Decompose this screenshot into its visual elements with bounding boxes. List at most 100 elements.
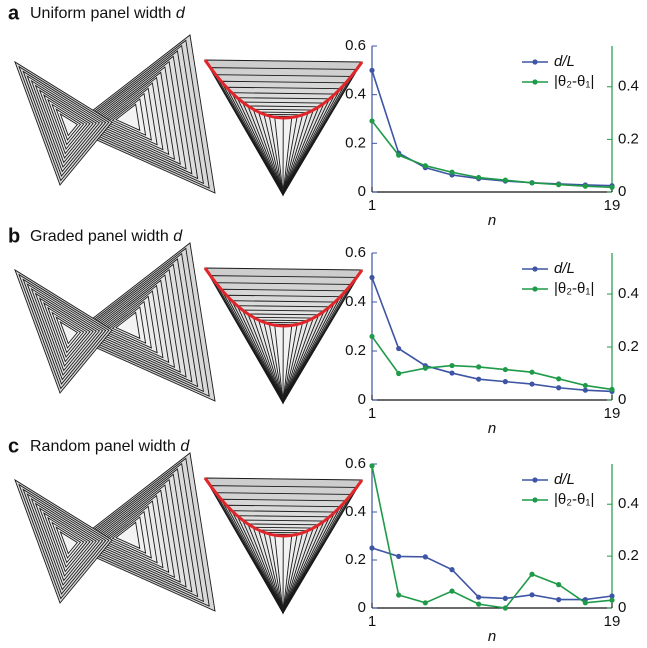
legend-label: d/L <box>554 53 575 70</box>
twisted-sheet <box>14 452 216 612</box>
y-tick-label: 0 <box>358 599 366 616</box>
sheet-panel <box>59 530 79 555</box>
data-point <box>476 174 482 181</box>
data-point <box>396 592 402 598</box>
data-point <box>582 387 588 393</box>
data-point <box>369 333 375 340</box>
legend-label: d/L <box>554 471 575 488</box>
data-point <box>422 163 428 169</box>
legend-marker <box>532 497 538 503</box>
data-point <box>529 180 535 186</box>
legend-marker <box>532 286 538 292</box>
y2-tick-label: 0.2 <box>618 338 639 355</box>
data-point <box>609 593 615 599</box>
data-point <box>582 382 588 389</box>
y-tick-label: 0.6 <box>345 455 366 472</box>
data-point <box>476 594 482 600</box>
series-line <box>371 120 613 189</box>
y2-tick-label: 0.2 <box>618 130 639 147</box>
data-point <box>449 588 455 594</box>
v-sheet <box>203 267 364 405</box>
sheet-panel <box>115 311 141 340</box>
x-tick-label: 19 <box>604 197 621 214</box>
data-point <box>529 381 535 387</box>
panel-letter: a <box>8 2 20 24</box>
y2-tick-label: 0 <box>618 183 626 200</box>
legend-marker <box>532 477 538 483</box>
y2-tick-label: 0 <box>618 599 626 616</box>
series-line <box>371 465 613 609</box>
data-point <box>396 152 402 158</box>
curvature-curve <box>203 59 364 120</box>
data-point <box>502 605 508 611</box>
legend-marker <box>532 79 538 85</box>
data-point <box>476 601 482 607</box>
data-point <box>529 571 535 577</box>
data-point <box>476 376 482 382</box>
panel-title: Uniform panel width d <box>30 5 186 22</box>
data-point <box>422 365 428 371</box>
data-point <box>449 567 455 573</box>
y-tick-label: 0.2 <box>345 342 366 359</box>
data-point <box>449 362 455 369</box>
y-tick-label: 0.2 <box>345 551 366 568</box>
data-point <box>556 582 562 588</box>
y2-tick-label: 0 <box>618 391 626 408</box>
y2-tick-label: 0.4 <box>618 78 639 95</box>
twisted-sheet <box>14 242 216 402</box>
panel-title: Random panel width d <box>30 438 190 455</box>
panel-letter: c <box>8 435 19 457</box>
data-point <box>396 370 402 377</box>
twisted-sheet <box>14 34 216 194</box>
panel-title-var: d <box>173 228 183 245</box>
x-axis-label: n <box>488 420 496 437</box>
y-tick-label: 0.6 <box>345 244 366 261</box>
y2-tick-label: 0.4 <box>618 285 639 302</box>
sheet-panel <box>115 103 141 132</box>
panel-title: Graded panel width d <box>30 228 183 245</box>
data-point <box>502 177 508 183</box>
data-point <box>502 366 508 373</box>
data-point <box>449 169 455 175</box>
panel-title-text: Graded panel width <box>30 228 169 245</box>
data-point <box>556 376 562 382</box>
data-point <box>609 597 615 603</box>
data-point <box>449 370 455 376</box>
data-point <box>476 364 482 370</box>
data-point <box>369 274 375 281</box>
sheet-panel <box>115 521 141 550</box>
panel-title-text: Random panel width <box>30 438 176 455</box>
x-axis-label: n <box>488 628 496 645</box>
data-point <box>556 597 562 603</box>
y-tick-label: 0 <box>358 183 366 200</box>
data-point <box>422 600 428 606</box>
curvature-curve <box>203 477 364 538</box>
v-sheet <box>203 477 364 615</box>
sheet-panel <box>59 112 79 137</box>
x-axis-label: n <box>488 212 496 229</box>
data-point <box>369 67 375 73</box>
data-point <box>396 553 402 560</box>
legend-marker <box>532 266 538 272</box>
panel-title-var: d <box>176 5 186 22</box>
series-line <box>371 277 613 393</box>
x-tick-label: 1 <box>368 613 376 630</box>
series-line <box>371 335 613 391</box>
data-point <box>556 182 562 188</box>
legend-label: d/L <box>554 260 575 277</box>
data-point <box>529 592 535 598</box>
y-tick-label: 0 <box>358 391 366 408</box>
data-point <box>529 369 535 375</box>
y-tick-label: 0.4 <box>345 503 366 520</box>
data-point <box>582 600 588 606</box>
legend-label: |θ₂-θ₁| <box>554 73 594 90</box>
data-point <box>502 379 508 385</box>
legend-marker <box>532 59 538 65</box>
panel-title-var: d <box>180 438 190 455</box>
y-tick-label: 0.6 <box>345 37 366 54</box>
x-tick-label: 19 <box>604 613 621 630</box>
data-point <box>582 183 588 189</box>
legend-label: |θ₂-θ₁| <box>554 491 594 508</box>
v-sheet <box>203 59 364 197</box>
